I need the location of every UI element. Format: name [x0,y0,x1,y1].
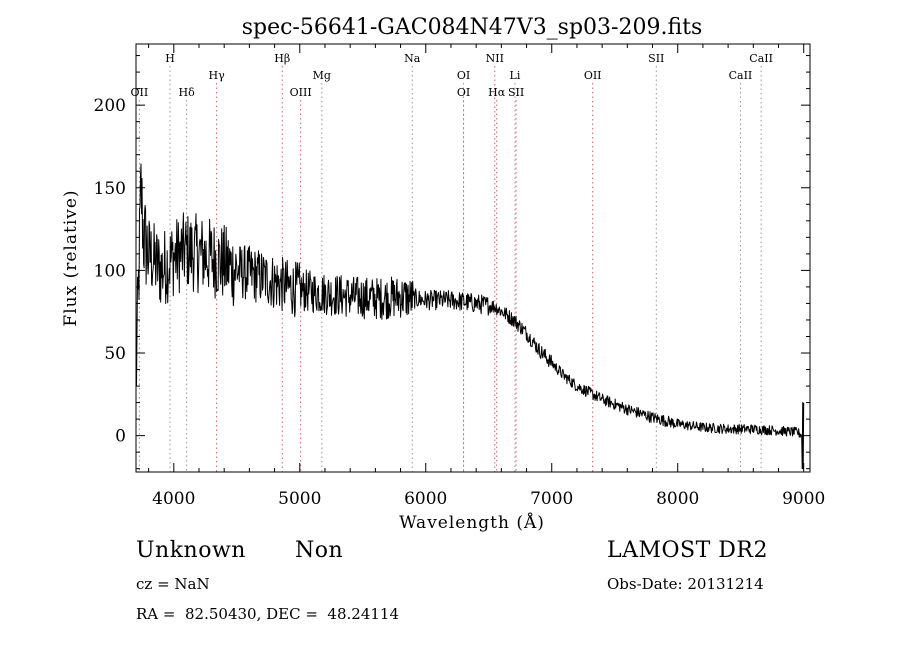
spectral-line-label: Hα [488,86,506,99]
spectral-line-label: OII [584,69,602,82]
y-axis-label: Flux (relative) [61,189,81,326]
object-class: Unknown [136,538,246,563]
y-tick-label: 100 [94,261,126,281]
spectral-line-label: Hδ [179,86,196,99]
chart-title: spec-56641-GAC084N47V3_sp03-209.fits [242,15,703,40]
x-tick-label: 8000 [656,489,699,509]
spectral-line-label: Hβ [274,52,290,65]
spectral-line-label: Hγ [209,69,226,82]
y-tick-label: 150 [94,179,126,199]
x-axis: 4000 5000 6000 7000 8000 9000 [148,44,825,509]
spectral-line-label: OI [457,69,470,82]
spectral-line-label: H [165,52,175,65]
y-tick-label: 200 [94,96,126,116]
spectral-line-label: Li [510,69,521,82]
spectral-line-label: OIII [290,86,312,99]
redshift-cz: cz = NaN [136,575,210,593]
x-tick-label: 7000 [530,489,573,509]
spectral-line-label: CaII [729,69,753,82]
ra-dec-coordinates: RA = 82.50430, DEC = 48.24114 [136,605,400,623]
spectral-line-label: OII [131,86,149,99]
spectral-line-label: OI [457,86,470,99]
plot-frame [135,43,811,473]
spectral-line-label: SII [648,52,664,65]
spectrum-line [135,163,805,470]
x-axis-label: Wavelength (Å) [399,512,545,533]
spectral-line-label: SII [508,86,524,99]
spectral-line-label: Na [404,52,421,65]
x-tick-label: 6000 [404,489,447,509]
object-subclass: Non [295,538,344,563]
y-tick-label: 0 [115,427,126,447]
spectral-line-label: Mg [313,69,331,82]
survey-name: LAMOST DR2 [607,538,768,563]
spectral-line-label: CaII [749,52,773,65]
y-tick-label: 50 [104,344,126,364]
x-tick-label: 4000 [152,489,195,509]
x-tick-label: 9000 [782,489,825,509]
spectral-line-markers [138,66,762,472]
spectral-line-label: NII [486,52,504,65]
observation-date: Obs-Date: 20131214 [607,575,764,593]
x-tick-label: 5000 [278,489,321,509]
y-axis: 0 50 100 150 200 [94,55,810,470]
